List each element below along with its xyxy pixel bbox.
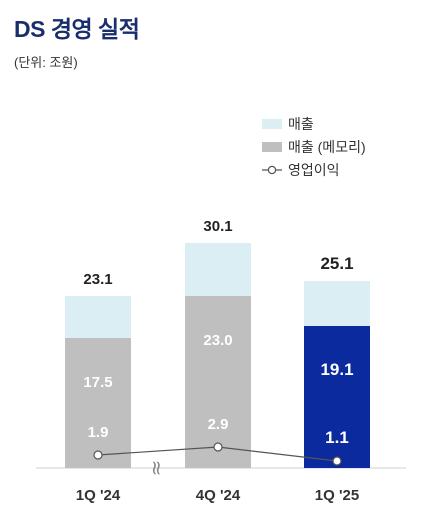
- legend: 매출 매출 (메모리) 영업이익: [262, 112, 366, 181]
- profit-value-label-2: 2.9: [208, 416, 229, 433]
- memory-value-label-3: 19.1: [320, 360, 353, 379]
- memory-value-label-2: 23.0: [203, 332, 232, 349]
- memory-bar-3: [304, 326, 370, 468]
- revenue-value-label-3: 25.1: [320, 254, 353, 273]
- profit-point-1: [93, 450, 103, 460]
- category-label-3: 1Q '25: [315, 487, 359, 504]
- profit-point-3: [332, 456, 342, 466]
- legend-item-revenue: 매출: [262, 112, 366, 135]
- chart-title: DS 경영 실적: [14, 16, 140, 42]
- legend-item-memory: 매출 (메모리): [262, 135, 366, 158]
- axis-break-icon: ≈: [145, 460, 169, 477]
- legend-label-memory: 매출 (메모리): [288, 138, 366, 155]
- revenue-value-label-2: 30.1: [203, 218, 232, 235]
- unit-label: (단위: 조원): [14, 55, 78, 70]
- memory-value-label-1: 17.5: [83, 374, 112, 391]
- profit-value-label-1: 1.9: [88, 424, 109, 441]
- legend-label-revenue: 매출: [288, 115, 314, 132]
- category-label-1: 1Q '24: [76, 487, 121, 504]
- memory-bar-1: [65, 338, 131, 468]
- legend-swatch-memory: [262, 141, 282, 152]
- profit-point-2: [213, 442, 223, 452]
- legend-item-profit: 영업이익: [262, 158, 366, 181]
- profit-value-label-3: 1.1: [325, 428, 349, 447]
- legend-swatch-revenue: [262, 118, 282, 129]
- category-label-2: 4Q '24: [196, 487, 241, 504]
- legend-swatch-profit: [262, 165, 282, 174]
- revenue-value-label-1: 23.1: [83, 271, 112, 288]
- legend-label-profit: 영업이익: [288, 161, 340, 178]
- memory-bar-2: [185, 296, 251, 468]
